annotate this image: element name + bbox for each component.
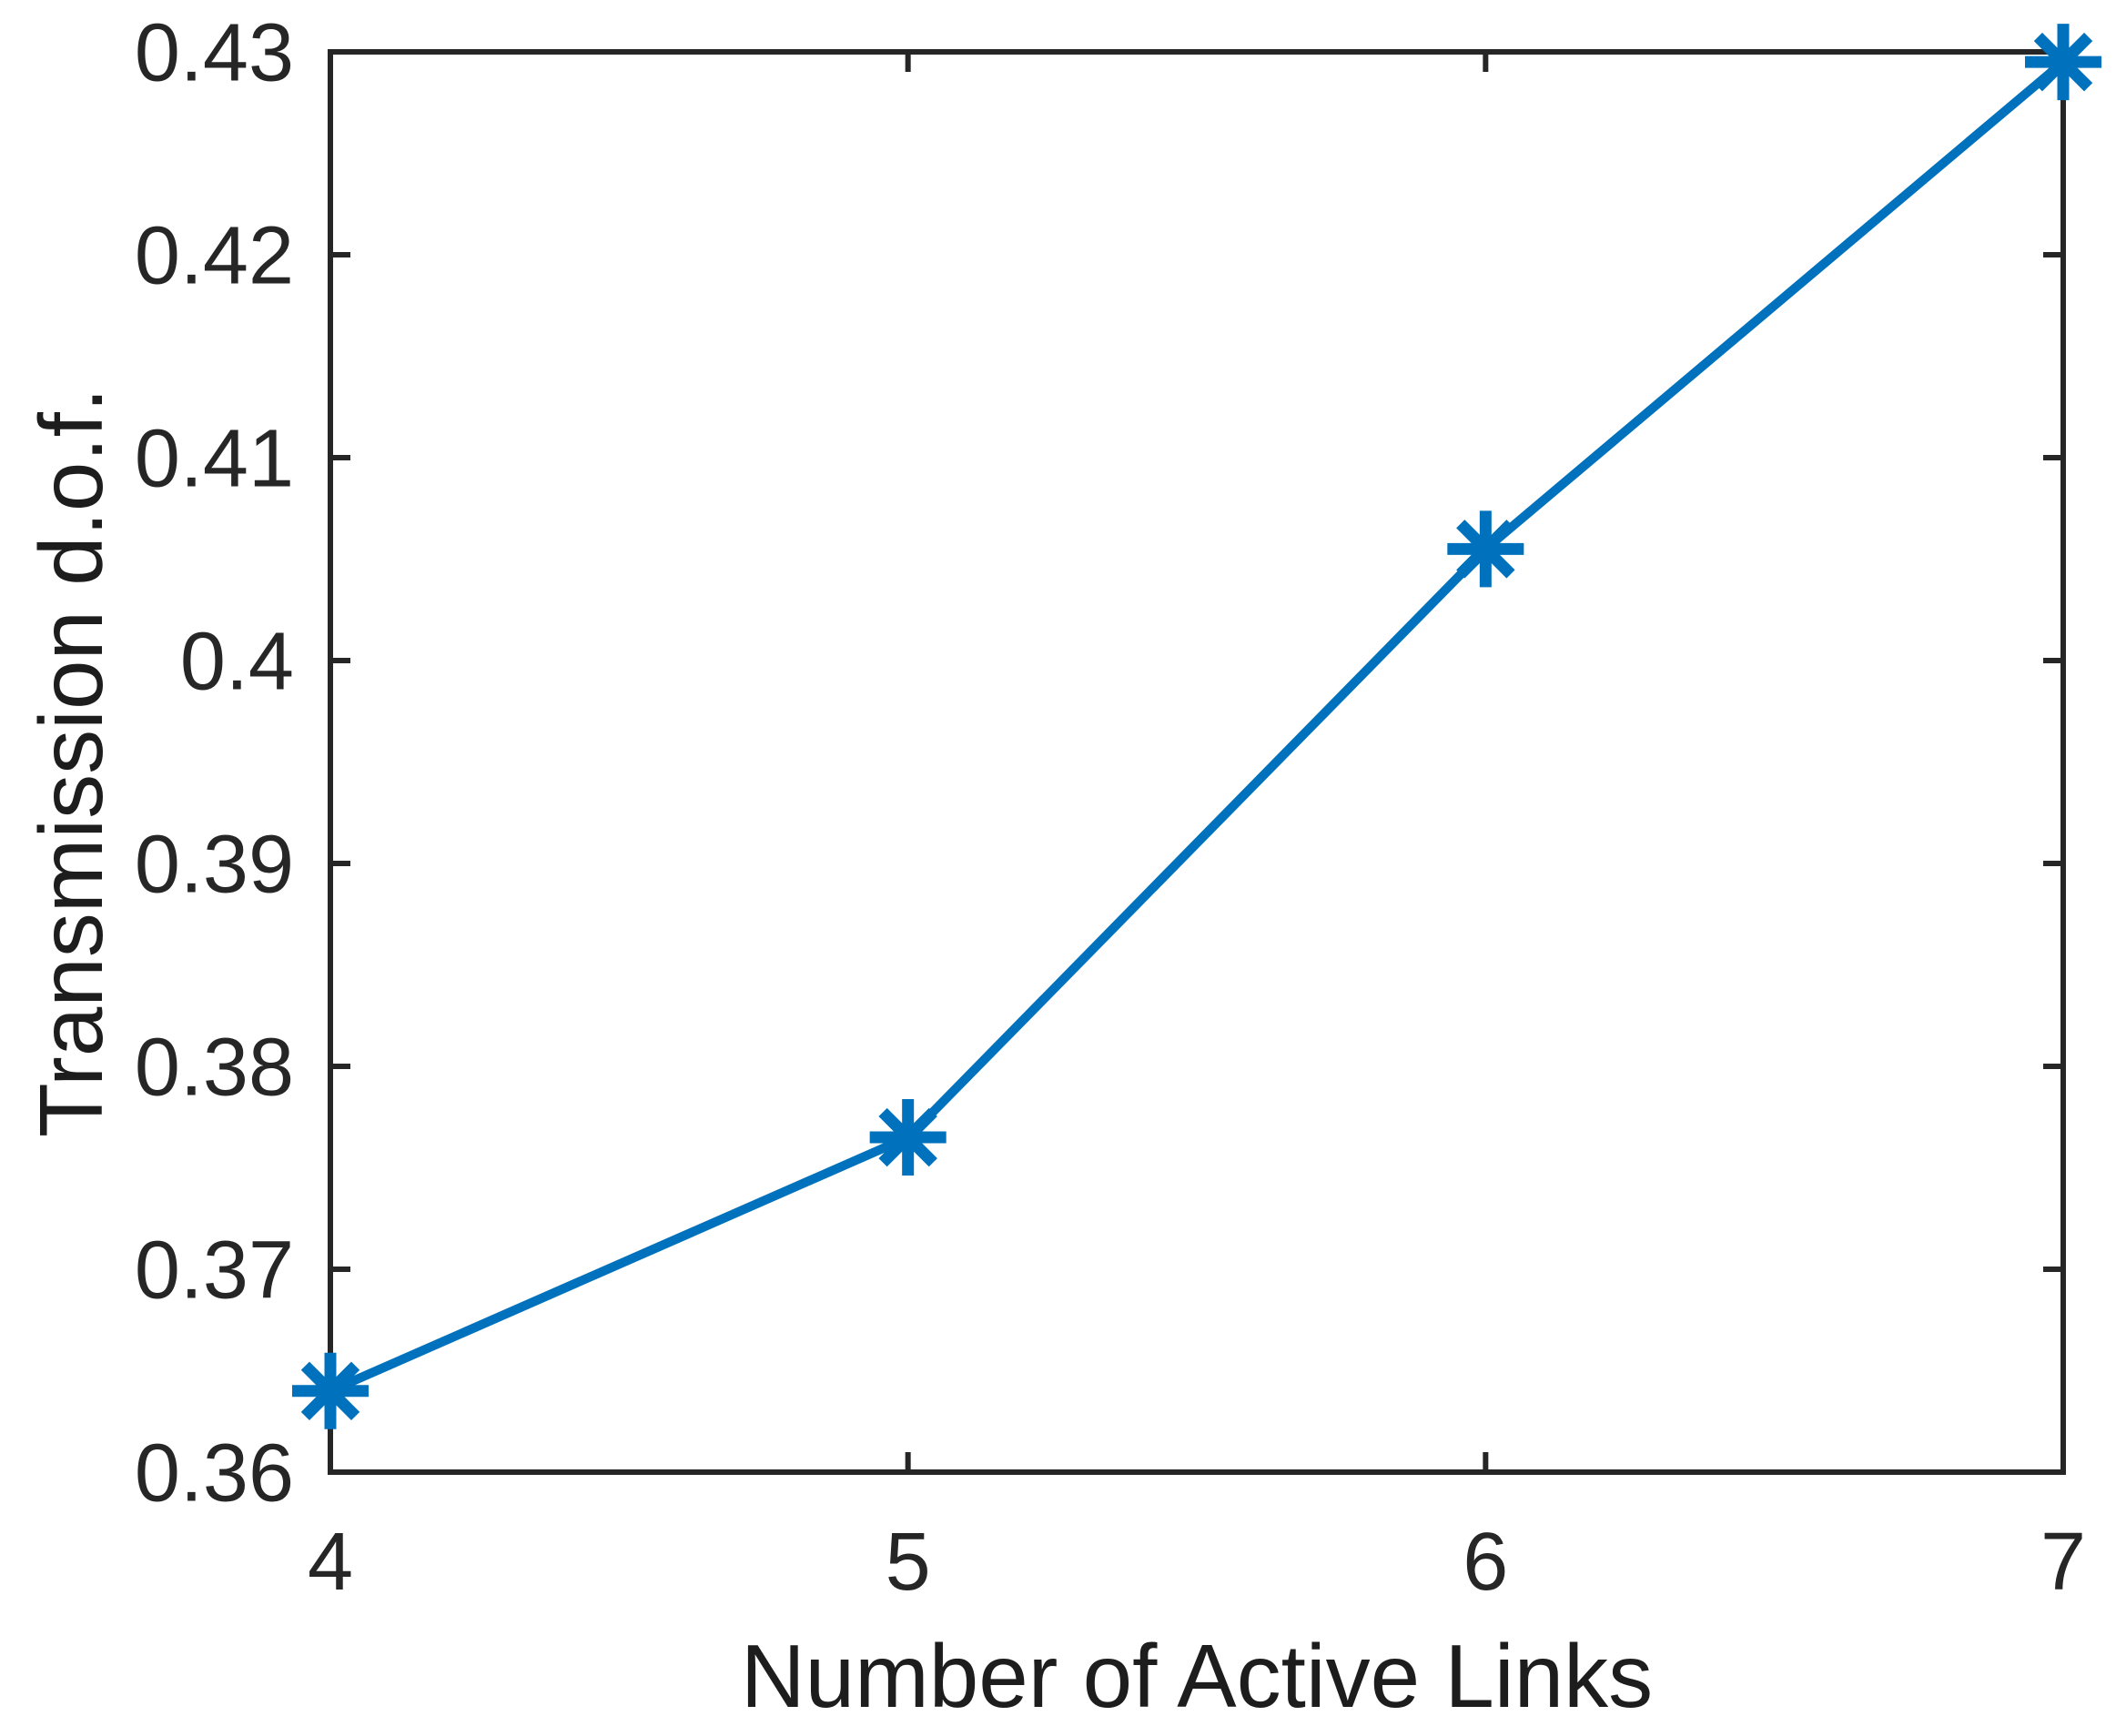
y-tick-label: 0.36 [135,1428,294,1519]
y-tick-label: 0.38 [135,1023,294,1114]
data-marker-asterisk [869,1099,947,1176]
data-line [328,58,2067,1396]
y-tick-label: 0.37 [135,1226,294,1317]
axes-box [328,49,2066,1475]
y-tick-labels: 0.36 0.37 0.38 0.39 0.4 0.41 0.42 0.43 [135,8,294,1519]
data-marker-asterisk [2025,24,2101,101]
x-tick-label: 4 [308,1517,353,1608]
y-tick-label: 0.42 [135,211,294,302]
data-markers [292,24,2101,1429]
data-marker-asterisk [1447,510,1524,588]
x-tick-labels: 4 5 6 7 [308,1517,2086,1608]
x-tick-label: 6 [1463,1517,1508,1608]
y-axis-label: Transmission d.o.f. [21,387,121,1138]
x-tick-label: 5 [886,1517,931,1608]
y-tick-label: 0.39 [135,820,294,911]
x-axis-label: Number of Active Links [740,1626,1654,1726]
y-tick-label: 0.43 [135,8,294,99]
y-tick-label: 0.4 [180,617,294,708]
x-tick-label: 7 [2040,1517,2086,1608]
y-tick-label: 0.41 [135,414,294,505]
data-marker-asterisk [292,1352,369,1429]
axis-ticks [328,49,2066,1475]
